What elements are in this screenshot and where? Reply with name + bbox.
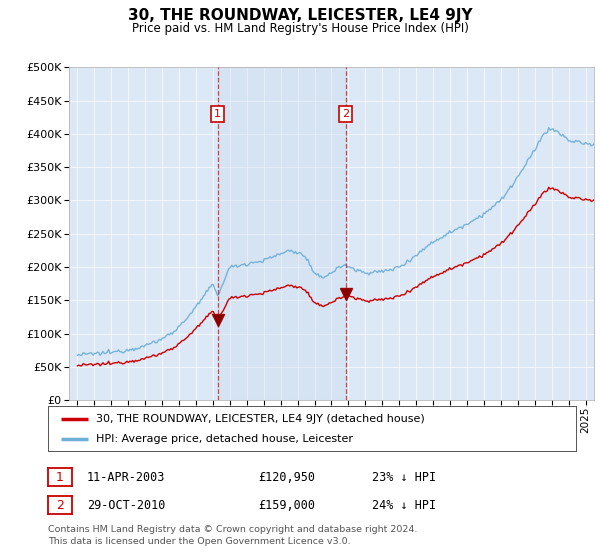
Text: 1: 1 [214, 109, 221, 119]
Text: Price paid vs. HM Land Registry's House Price Index (HPI): Price paid vs. HM Land Registry's House … [131, 22, 469, 35]
Text: £159,000: £159,000 [258, 498, 315, 512]
Text: 30, THE ROUNDWAY, LEICESTER, LE4 9JY (detached house): 30, THE ROUNDWAY, LEICESTER, LE4 9JY (de… [95, 413, 424, 423]
Text: 23% ↓ HPI: 23% ↓ HPI [372, 470, 436, 484]
Text: 24% ↓ HPI: 24% ↓ HPI [372, 498, 436, 512]
Text: Contains HM Land Registry data © Crown copyright and database right 2024.
This d: Contains HM Land Registry data © Crown c… [48, 525, 418, 546]
Text: 1: 1 [56, 470, 64, 484]
Bar [218, 67, 346, 400]
Text: 30, THE ROUNDWAY, LEICESTER, LE4 9JY: 30, THE ROUNDWAY, LEICESTER, LE4 9JY [128, 8, 472, 24]
Text: 29-OCT-2010: 29-OCT-2010 [87, 498, 166, 512]
Text: 2: 2 [342, 109, 349, 119]
Text: 11-APR-2003: 11-APR-2003 [87, 470, 166, 484]
Text: 2: 2 [56, 498, 64, 512]
Text: £120,950: £120,950 [258, 470, 315, 484]
Text: HPI: Average price, detached house, Leicester: HPI: Average price, detached house, Leic… [95, 433, 353, 444]
